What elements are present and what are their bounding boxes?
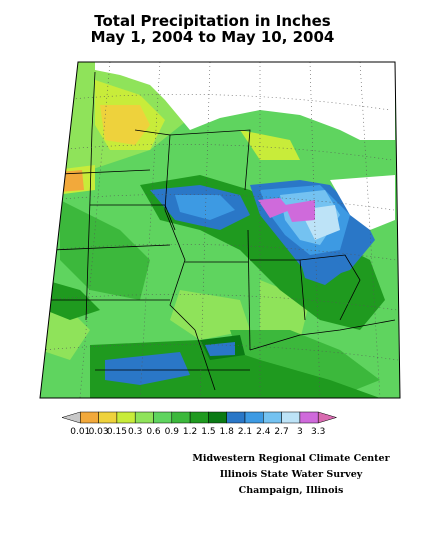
- map-title: Total Precipitation in Inches: [94, 12, 331, 30]
- no-data-lake-huron: [330, 175, 395, 230]
- legend-swatch: [189, 411, 209, 424]
- legend-swatch: [80, 411, 99, 424]
- medium-green-region-west: [60, 200, 150, 300]
- legend-swatch: [226, 411, 246, 424]
- legend-labels: 0.010.030.15 0.3 0.6 0.9 1.2 1.5 1.8 2.1 2.4 2.7 3…: [70, 427, 325, 437]
- credit-location: Champaign, Illinois: [238, 485, 344, 496]
- map-frame: [39, 61, 401, 399]
- legend-label: 0.03: [89, 427, 109, 437]
- legend-swatch: [281, 411, 301, 424]
- legend-swatch: [61, 411, 81, 424]
- legend-swatch: [299, 411, 319, 424]
- map-date-range: May 1, 2004 to May 10, 2004: [90, 28, 335, 46]
- credit-organization: Midwestern Regional Climate Center: [192, 453, 390, 464]
- legend-swatch: [134, 411, 154, 424]
- legend-label: 3: [297, 427, 303, 437]
- blue-region-ohio: [300, 255, 345, 285]
- lat-lon-grid: [41, 62, 399, 398]
- legend-swatch: [317, 411, 338, 424]
- legend-color-bar: [61, 411, 338, 424]
- blue-region-south-central: [205, 342, 235, 356]
- light-green-region-central: [170, 290, 250, 340]
- legend-label: 3.3: [311, 427, 325, 437]
- credits: Midwestern Regional Climate Center Illin…: [181, 451, 401, 499]
- legend-swatch: [208, 411, 227, 424]
- state-boundaries: [40, 71, 396, 391]
- legend-swatch: [116, 411, 136, 424]
- legend-swatch: [244, 411, 264, 424]
- legend-label: 0.9: [165, 427, 180, 437]
- legend-label: 2.7: [274, 427, 288, 437]
- blue-region-south-west: [105, 352, 190, 385]
- legend-swatch: [153, 411, 173, 424]
- legend-swatch: [171, 411, 191, 424]
- credit-survey: Illinois State Water Survey: [219, 469, 363, 480]
- yellow-region-north: [100, 105, 150, 145]
- legend-label: 0.15: [107, 427, 127, 437]
- yellow-green-region-lake: [240, 130, 300, 160]
- legend-swatch: [263, 411, 282, 424]
- legend-label: 1.5: [201, 427, 215, 437]
- legend-label: 2.1: [238, 427, 252, 437]
- legend-label: 0.01: [70, 427, 90, 437]
- purple-region-michigan-west: [258, 198, 290, 218]
- legend-swatch: [98, 411, 118, 424]
- no-data-north: [95, 62, 395, 140]
- mid-blue-region-wisconsin: [175, 195, 235, 220]
- legend-label: 1.2: [183, 427, 197, 437]
- legend-label: 2.4: [256, 427, 271, 437]
- legend-label: 0.6: [146, 427, 161, 437]
- legend-label: 1.8: [220, 427, 235, 437]
- legend-label: 0.3: [128, 427, 142, 437]
- purple-region-michigan-east: [285, 200, 315, 222]
